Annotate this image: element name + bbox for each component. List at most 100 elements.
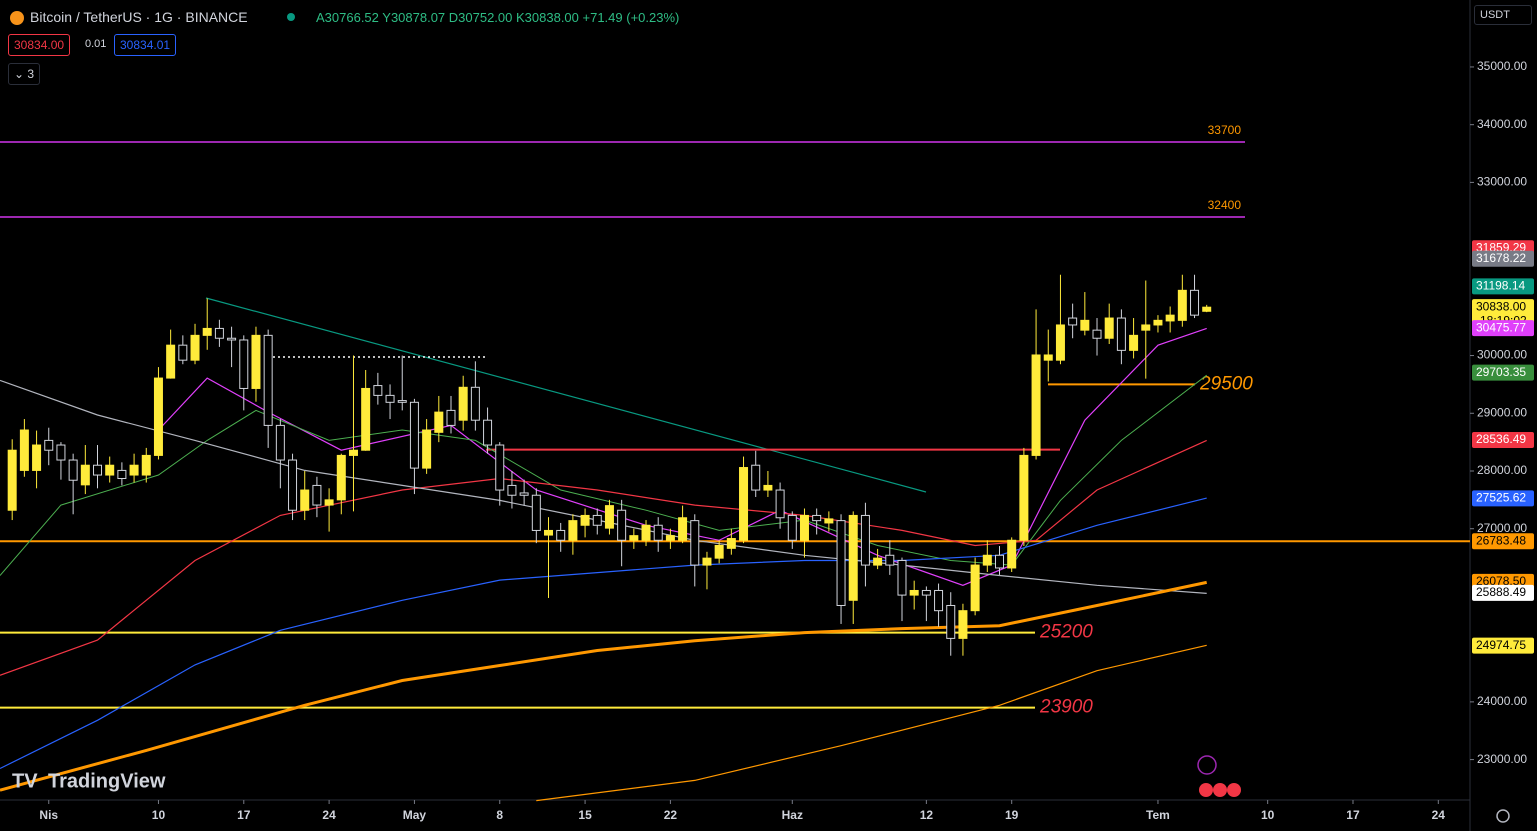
candle-body	[860, 514, 870, 566]
candle-body	[1153, 319, 1163, 326]
x-tick-label: 17	[1346, 808, 1360, 822]
candle-body	[921, 589, 931, 596]
candle-body	[336, 454, 346, 501]
candle-body	[422, 429, 432, 469]
level-label: 33700	[1208, 123, 1242, 137]
candle-body	[519, 492, 529, 496]
candle-body	[93, 464, 103, 476]
x-tick-label: May	[403, 808, 427, 822]
candle-body	[958, 610, 968, 639]
moving-average	[0, 580, 1208, 792]
candle-body	[726, 538, 736, 549]
y-tick-label: 28000.00	[1477, 463, 1527, 477]
ask[interactable]: 30834.01	[114, 34, 177, 56]
x-tick-label: 8	[496, 808, 503, 822]
indicator-count: 3	[27, 67, 35, 81]
price-tag	[1472, 432, 1534, 449]
moving-average	[158, 327, 1207, 586]
y-tick-label: 24000.00	[1477, 694, 1527, 708]
candle-body	[653, 524, 663, 541]
x-tick-label: 12	[920, 808, 934, 822]
candle-body	[56, 444, 66, 461]
candle-body	[373, 385, 383, 396]
bid[interactable]: 30834.00	[8, 34, 71, 56]
event-icon[interactable]	[1197, 755, 1217, 775]
y-tick-label: 23000.00	[1477, 752, 1527, 766]
status-dot	[287, 13, 295, 21]
candle-body	[19, 429, 29, 471]
x-tick-label: 15	[578, 808, 592, 822]
price-tag-label: 25888.49	[1476, 585, 1526, 599]
price-tag	[1472, 533, 1534, 550]
price-tag	[1472, 637, 1534, 654]
candle-body	[604, 505, 614, 529]
flag-icon[interactable]	[1213, 783, 1227, 797]
currency[interactable]: USDT	[1474, 5, 1532, 25]
candle-body	[227, 337, 237, 341]
candle-body	[1068, 317, 1078, 326]
candle-body	[739, 467, 749, 541]
candle-body	[995, 554, 1005, 569]
flag-icon[interactable]	[1199, 783, 1213, 797]
candle-body	[397, 400, 407, 403]
candle-body	[1092, 329, 1102, 339]
candle-body	[324, 499, 334, 506]
level-label: 23900	[1039, 697, 1093, 718]
candle-body	[202, 327, 212, 336]
candle-body	[153, 377, 163, 456]
candle-body	[495, 444, 505, 491]
symbol-title[interactable]: Bitcoin / TetherUS · 1G · BINANCE	[30, 9, 248, 25]
price-tag-label: 29703.35	[1476, 365, 1526, 379]
candle-body	[348, 449, 358, 456]
level-label: 25200	[1039, 622, 1093, 643]
y-tick-label: 33000.00	[1477, 175, 1527, 189]
x-tick-label: 10	[152, 808, 166, 822]
candle-body	[1129, 334, 1139, 351]
candle-body	[141, 454, 151, 476]
price-tag	[1472, 320, 1534, 337]
candle-body	[641, 524, 651, 541]
candle-body	[787, 514, 797, 541]
logo-mark: TV	[12, 770, 38, 792]
candle-body	[80, 464, 90, 486]
candle-body	[1031, 354, 1041, 456]
price-tag-label: 26078.50	[1476, 574, 1526, 588]
candle-body	[470, 386, 480, 421]
x-tick-label: 19	[1005, 808, 1019, 822]
price-tag	[1472, 584, 1534, 601]
indicator-toggle[interactable]: ⌄ 3	[8, 63, 41, 85]
moving-average	[0, 374, 1208, 576]
y-tick-label: 35000.00	[1477, 59, 1527, 73]
candle-body	[1019, 454, 1029, 541]
candle-body	[312, 484, 322, 506]
candle-body	[934, 589, 944, 612]
candle-body	[982, 554, 992, 566]
candle-body	[885, 554, 895, 566]
candle-body	[1177, 289, 1187, 321]
candle-body	[763, 484, 773, 491]
candle-body	[1080, 319, 1090, 331]
candle-body	[690, 520, 700, 566]
moving-average	[536, 644, 1207, 802]
price-tag-label: 30838.00	[1476, 299, 1526, 313]
candle-body	[897, 559, 907, 596]
y-tick-label: 27000.00	[1477, 521, 1527, 535]
candle-body	[446, 409, 456, 426]
candle-body	[531, 494, 541, 531]
x-tick-label: Haz	[782, 808, 803, 822]
candle-body	[68, 459, 78, 481]
price-tag-label: 30475.77	[1476, 320, 1526, 334]
candle-body	[1165, 314, 1175, 322]
candle-body	[946, 604, 956, 639]
candle-body	[629, 535, 639, 541]
flag-icon[interactable]	[1227, 783, 1241, 797]
price-tag-label: 31198.14	[1476, 279, 1525, 293]
candle-body	[129, 464, 139, 476]
candle-body	[409, 401, 419, 469]
candle-body	[970, 564, 980, 612]
settings-icon[interactable]	[1496, 809, 1510, 823]
plot: 35000.00 34000.00 33000.00 30000.00 29000.00…	[0, 59, 1527, 822]
candle-body	[678, 517, 688, 541]
y-tick-label: 34000.00	[1477, 117, 1527, 131]
